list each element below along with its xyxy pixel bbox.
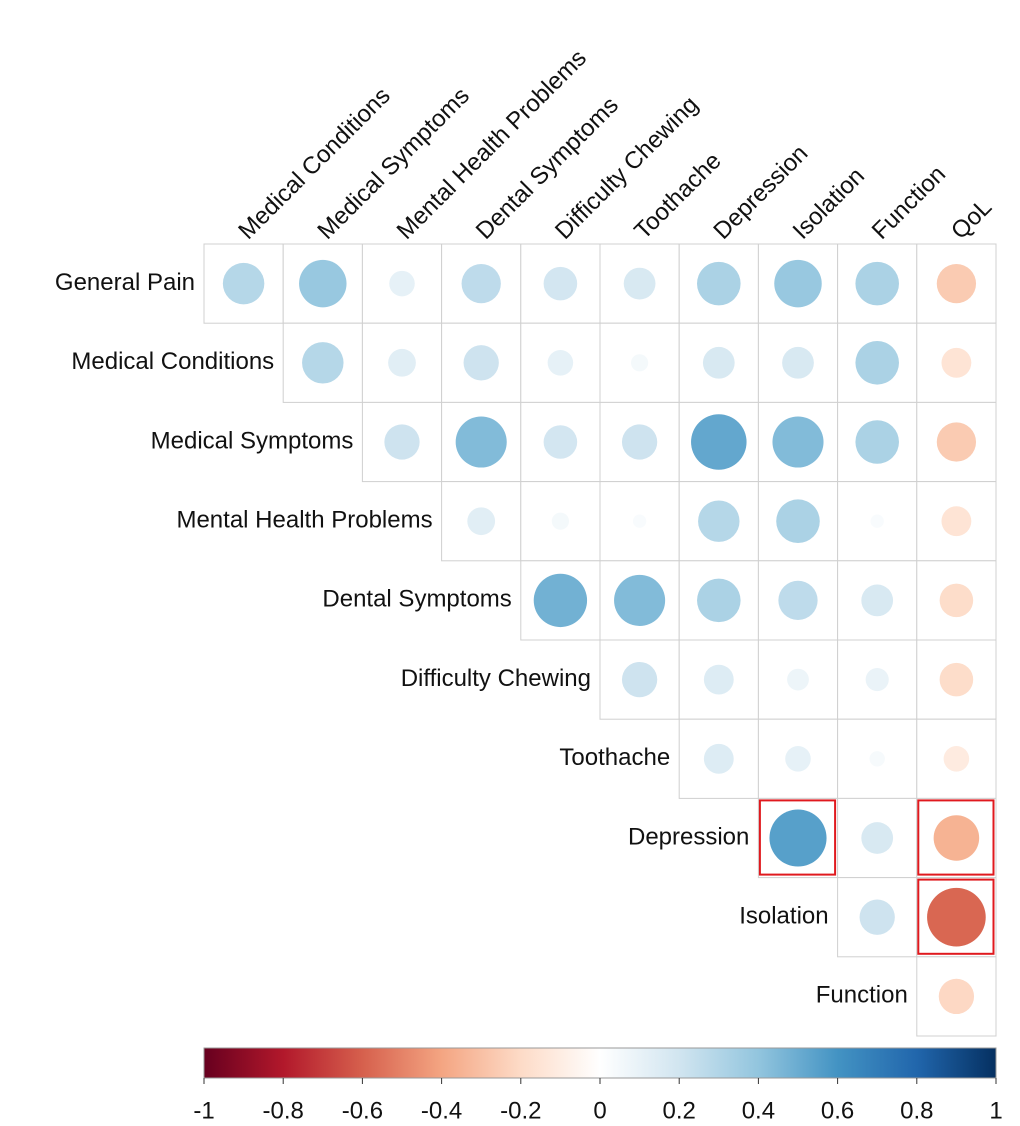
corr-circle [632,514,647,528]
row-label: Mental Health Problems [176,507,432,534]
corr-circle [941,506,972,537]
corr-circle [782,346,814,379]
corr-circle [869,751,885,767]
corr-circle [939,662,974,697]
corr-circle [939,583,974,618]
row-label: Depression [628,823,749,850]
cell [757,243,839,324]
row-label: Medical Symptoms [151,427,354,454]
corr-circle [697,261,741,306]
row-label: Isolation [739,903,828,930]
corr-circle [787,668,809,691]
corr-circle [630,354,649,372]
row-label: Medical Conditions [71,348,274,375]
corr-circle [785,746,811,772]
column-label: Function [867,161,951,245]
corr-circle [769,809,827,867]
corr-circle [543,425,578,459]
corr-circle [388,348,416,377]
corr-circle [927,887,986,947]
column-label: QoL [946,194,997,245]
corr-circle [938,978,975,1015]
corr-circle [861,584,894,617]
corr-circle [623,267,656,300]
column-label: Medical Conditions [233,82,395,244]
color-tick-label: 1 [989,1097,1002,1124]
column-label: Isolation [788,162,870,244]
corr-circle [621,661,658,698]
corr-circle [621,424,658,460]
color-tick-label: 0.2 [663,1097,696,1124]
color-tick-label: -0.6 [342,1097,383,1124]
row-label: General Pain [55,269,195,296]
corr-circle [778,580,818,621]
cell [599,639,680,720]
color-tick-label: -0.4 [421,1097,462,1124]
corr-circle [551,512,570,530]
row-label: Toothache [559,744,670,771]
column-label: Difficulty Chewing [550,91,704,245]
corr-circle [776,499,820,543]
color-tick-label: 0.8 [900,1097,933,1124]
cell [520,322,601,403]
corr-circle [702,346,735,379]
corr-circle [941,347,972,378]
corr-circle [772,416,824,468]
color-tick-label: -0.8 [263,1097,304,1124]
corr-circle [861,822,894,854]
corr-circle [774,259,822,308]
row-label: Dental Symptoms [322,586,511,613]
corr-circle [936,422,977,462]
corr-circle [870,514,884,528]
corr-circle [384,424,420,460]
color-tick-label: 0.6 [821,1097,854,1124]
column-label: Dental Symptoms [471,92,624,245]
corr-circle [455,416,507,468]
corr-circle [463,345,499,381]
color-tick-label: -1 [193,1097,214,1124]
color-tick-label: 0.4 [742,1097,775,1124]
corr-circle [299,259,347,308]
corr-circle [859,899,895,935]
row-label: Difficulty Chewing [401,665,591,692]
corr-circle [865,668,889,692]
corr-circle [467,507,496,536]
highlight-box [758,799,837,876]
corr-circle [547,350,574,376]
corr-circle [302,342,344,384]
corr-circle [855,261,899,306]
corr-circle [697,578,741,623]
column-label: Medical Symptoms [312,82,474,244]
corr-circle [691,414,747,470]
corr-circle [698,500,740,542]
corr-circle [533,573,588,628]
corr-circle [461,263,501,304]
corr-circle [614,574,666,626]
corr-circle [855,420,899,464]
highlight-box [917,878,995,955]
corr-circle [936,263,977,304]
corr-circle [222,262,265,305]
color-bar [203,1047,997,1079]
cell [837,560,918,641]
corr-circle [933,815,980,861]
corr-circle [855,341,899,385]
corr-circle [543,266,578,301]
cell [520,401,601,483]
corr-circle [703,664,734,695]
corr-circle [703,743,734,774]
corr-circle [389,270,415,297]
color-tick-label: -0.2 [500,1097,541,1124]
color-tick-label: 0 [593,1097,606,1124]
row-label: Function [816,982,908,1009]
corr-circle [943,746,970,772]
highlight-box [917,799,995,876]
